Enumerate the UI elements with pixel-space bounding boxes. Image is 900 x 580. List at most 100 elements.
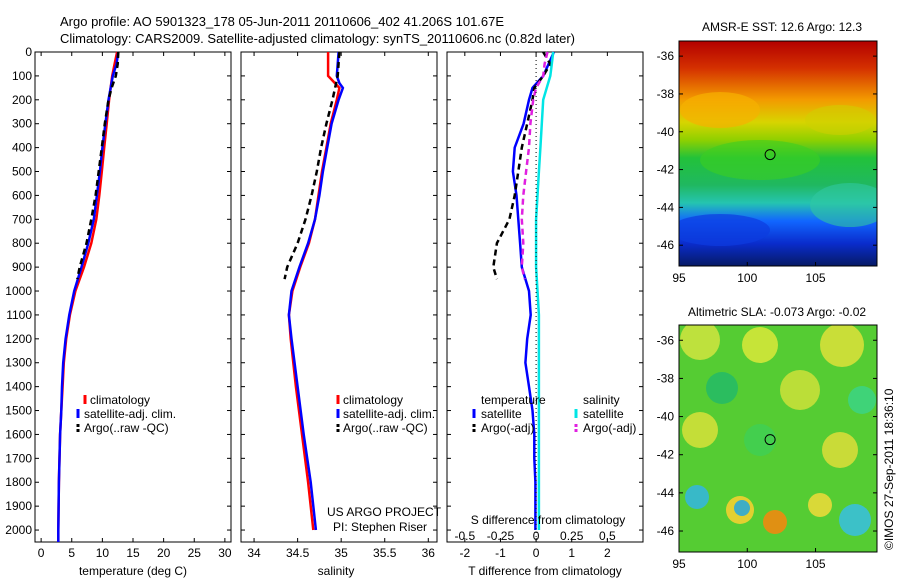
- s-tick-label: 0.5: [599, 529, 616, 543]
- legend-header-salinity: salinity: [583, 393, 620, 407]
- temperature-panel-frame: [34, 51, 232, 543]
- y-tick-label: 900: [12, 260, 32, 274]
- difference-panel-frame: [446, 51, 644, 543]
- legend-label-argo-s: Argo(-adj): [583, 421, 636, 435]
- y-tick-label: 700: [12, 212, 32, 226]
- project-credit: US ARGO PROJECT: [327, 505, 442, 519]
- y-tick-label: 600: [12, 188, 32, 202]
- x-tick-label: 15: [126, 546, 140, 560]
- legend-label-satellite-t: satellite: [481, 407, 522, 421]
- y-tick-label: 1400: [5, 380, 32, 394]
- legend-label-climatology: climatology: [343, 393, 403, 407]
- series-line-2: [287, 51, 345, 531]
- y-tick-label: 1500: [5, 404, 32, 418]
- legend-label-argo: Argo(..raw -QC): [343, 421, 428, 435]
- legend-header-temperature: temperature: [481, 393, 546, 407]
- legend-label-argo-t: Argo(-adj): [481, 421, 534, 435]
- x-tick-label: 2: [604, 546, 611, 560]
- header-line1: Argo profile: AO 5901323_178 05-Jun-2011…: [60, 14, 504, 29]
- y-tick-label: 1800: [5, 475, 32, 489]
- legend-label-satellite: satellite-adj. clim.: [84, 407, 176, 421]
- lon-tick-label: 95: [672, 557, 686, 571]
- y-tick-label: 1600: [5, 427, 32, 441]
- sst-map-axes: -36 -38 -40 -42 -44 -46 95 100 105: [657, 49, 877, 285]
- sla-map-frame: [678, 324, 878, 553]
- lat-tick-label: -44: [657, 200, 675, 214]
- x-tick-label: -2: [459, 546, 470, 560]
- s-difference-axis-label: S difference from climatology: [471, 513, 626, 527]
- lat-tick-label: -38: [657, 87, 675, 101]
- x-tick-label: 35: [334, 546, 348, 560]
- sst-map-frame: [678, 40, 878, 267]
- s-tick-label: 0: [533, 529, 540, 543]
- legend-label-satellite-s: satellite: [583, 407, 624, 421]
- sla-argo-position-marker: [764, 434, 776, 446]
- lat-tick-label: -42: [657, 163, 675, 177]
- sla-map-title: Altimetric SLA: -0.073 Argo: -0.02: [688, 305, 866, 319]
- sst-map-title: AMSR-E SST: 12.6 Argo: 12.3: [702, 20, 862, 34]
- s-tick-label: -0.25: [487, 529, 515, 543]
- salinity-legend: climatology satellite-adj. clim. Argo(..…: [336, 393, 435, 435]
- salinity-panel-frame: [240, 51, 438, 543]
- lon-tick-label: 105: [806, 271, 826, 285]
- difference-legend: temperature salinity satellite satellite…: [472, 393, 636, 435]
- series-line-1: [511, 51, 556, 530]
- x-tick-label: 1: [568, 546, 575, 560]
- y-tick-label: 1900: [5, 499, 32, 513]
- sst-map: -36 -38 -40 -42 -44 -46 95 100 105: [657, 40, 878, 285]
- x-tick-label: 34: [247, 546, 261, 560]
- y-tick-label: 2000: [5, 523, 32, 537]
- salinity-profile-chart: 34 34.5 35 35.5 36: [241, 51, 437, 560]
- pi-credit: PI: Stephen Riser: [333, 520, 427, 534]
- lon-tick-label: 105: [806, 557, 826, 571]
- lon-tick-label: 100: [737, 271, 757, 285]
- temperature-axis-label: temperature (deg C): [79, 564, 187, 578]
- x-tick-label: -1: [495, 546, 506, 560]
- y-tick-label: 500: [12, 165, 32, 179]
- difference-profile-chart: -2 -1 0 1 2 -0.5 -0.25 0 0.25 0.5: [447, 51, 643, 560]
- lat-tick-label: -36: [657, 333, 675, 347]
- x-tick-label: 30: [218, 546, 232, 560]
- salinity-axis-label: salinity: [318, 564, 355, 578]
- x-tick-label: 36: [422, 546, 436, 560]
- series-line-2: [492, 51, 552, 280]
- y-tick-label: 1100: [6, 308, 32, 322]
- lat-tick-label: -36: [657, 49, 675, 63]
- lat-tick-label: -46: [657, 238, 675, 252]
- sst-map-patches: [679, 92, 877, 246]
- lon-tick-label: 95: [672, 271, 686, 285]
- x-tick-label: 34.5: [286, 546, 310, 560]
- t-difference-axis-label: T difference from climatology: [468, 564, 622, 578]
- sla-map: -36 -38 -40 -42 -44 -46 95 100 105: [657, 324, 878, 571]
- series-line-3: [76, 51, 120, 280]
- y-tick-label: 1200: [5, 332, 32, 346]
- lat-tick-label: -40: [657, 410, 675, 424]
- lat-tick-label: -40: [657, 125, 675, 139]
- sla-map-blobs: [680, 325, 876, 536]
- series-line-2: [57, 51, 120, 542]
- y-tick-label: 0: [25, 45, 32, 59]
- y-tick-label: 1700: [5, 451, 32, 465]
- x-tick-label: 20: [157, 546, 171, 560]
- lat-tick-label: -38: [657, 371, 675, 385]
- imos-stamp: ©IMOS 27-Sep-2011 18:36:10: [882, 388, 896, 550]
- x-tick-label: 35.5: [373, 546, 397, 560]
- x-tick-label: 5: [68, 546, 75, 560]
- x-tick-label: 10: [96, 546, 110, 560]
- x-tick-label: 0: [38, 546, 45, 560]
- series-line-4: [520, 51, 549, 280]
- y-tick-label: 1000: [5, 284, 32, 298]
- series-line-1: [57, 51, 119, 542]
- legend-label-argo: Argo(..raw -QC): [84, 421, 169, 435]
- s-tick-label: 0.25: [560, 529, 584, 543]
- y-tick-label: 1300: [5, 356, 32, 370]
- series-line-3: [283, 51, 341, 280]
- s-tick-label: -0.5: [454, 529, 475, 543]
- legend-label-satellite: satellite-adj. clim.: [343, 407, 435, 421]
- x-tick-label: 0: [533, 546, 540, 560]
- y-tick-label: 100: [12, 69, 32, 83]
- y-tick-label: 400: [12, 141, 32, 155]
- series-line-3: [534, 51, 555, 530]
- temperature-profile-chart: 0100200300400500600700800900100011001200…: [5, 45, 232, 560]
